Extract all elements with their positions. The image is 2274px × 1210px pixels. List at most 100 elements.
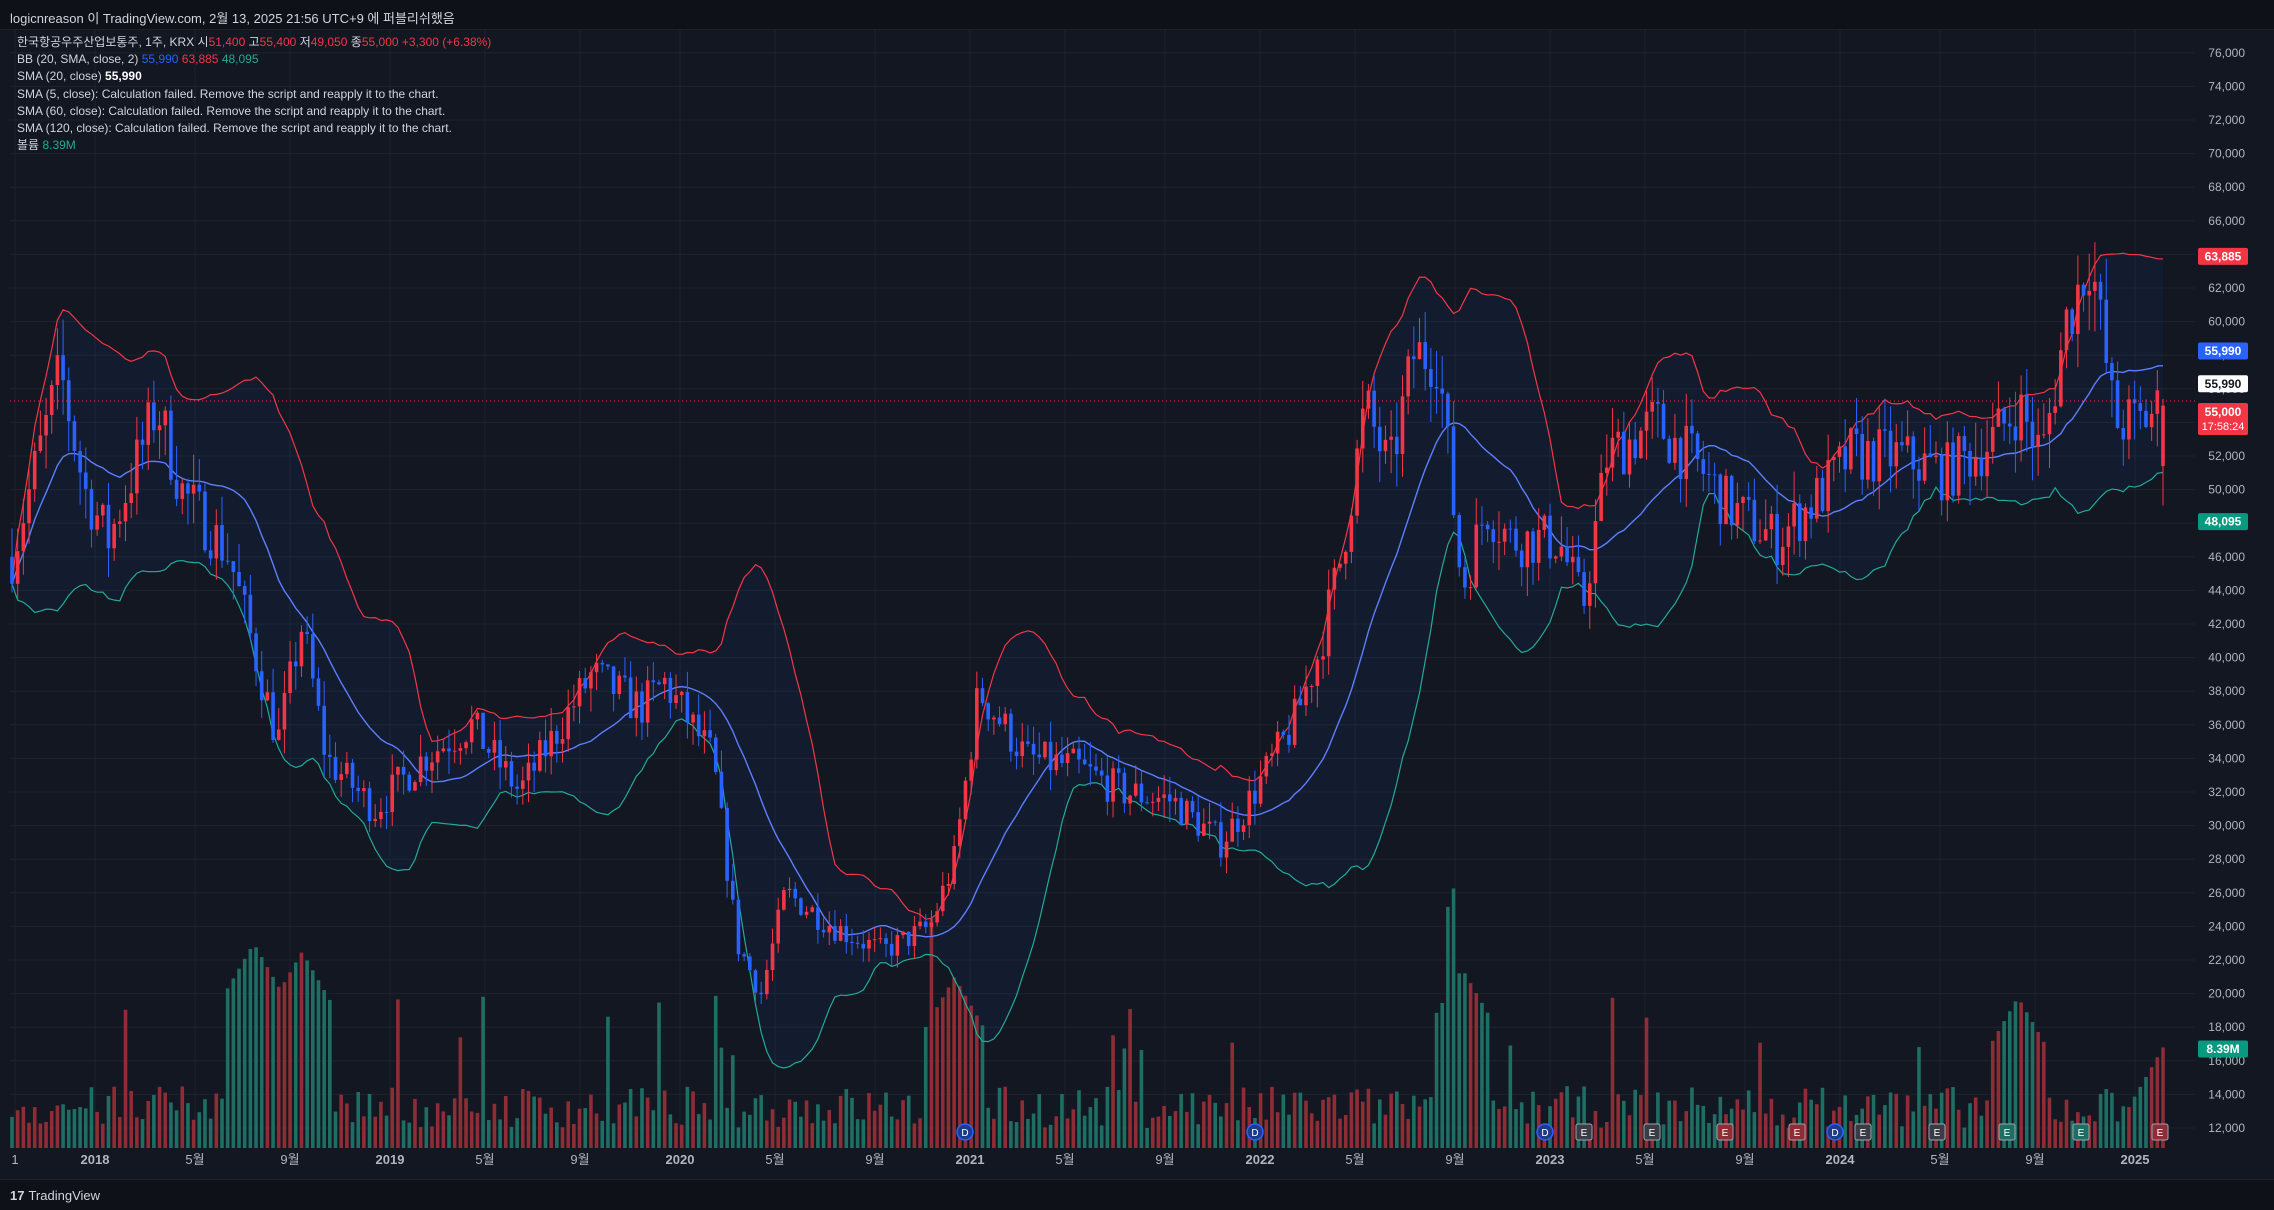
candle-body <box>645 680 650 723</box>
volume-bar <box>975 1015 979 1148</box>
candle-body <box>1758 540 1762 542</box>
candle-body <box>1548 515 1552 559</box>
candle-body <box>1673 437 1677 463</box>
candle-body <box>1122 772 1127 804</box>
sma20-label[interactable]: SMA (20, close) <box>17 69 102 84</box>
candle-body <box>1622 431 1626 475</box>
candle-body <box>316 678 321 706</box>
volume-bar <box>1037 1094 1042 1148</box>
volume-bar <box>356 1091 361 1148</box>
volume-label[interactable]: 볼륨 <box>17 138 40 153</box>
candle-body <box>821 929 826 933</box>
candle-body <box>44 414 48 436</box>
candle-body <box>2024 394 2029 422</box>
candle-body <box>1536 529 1541 563</box>
volume-bar <box>1871 1094 1876 1148</box>
candle-body <box>1883 429 1887 431</box>
volume-bar <box>220 1098 224 1148</box>
volume-bar <box>1236 1120 1240 1148</box>
event-label: D <box>1541 1128 1548 1139</box>
symbol-row[interactable]: 한국항공우주산업보통주, 1주, KRX 시51,400 고55,400 저49… <box>17 34 491 51</box>
earnings-marker <box>1788 1123 1806 1141</box>
candle-body <box>799 898 803 915</box>
candle-body <box>367 788 372 822</box>
volume-bar <box>889 1116 894 1148</box>
candle-body <box>793 888 798 899</box>
volume-bar <box>1377 1099 1382 1148</box>
candle-body <box>2144 410 2148 428</box>
event-label: D <box>961 1128 968 1139</box>
volume-row[interactable]: 볼륨 8.39M <box>17 137 491 154</box>
tag-bb-lower-text: 48,095 <box>2205 515 2242 529</box>
candle-body <box>628 677 633 719</box>
candle-body <box>1797 503 1802 542</box>
candle-body <box>702 730 707 737</box>
candle-body <box>1349 515 1354 552</box>
tradingview-logo[interactable]: 17 TradingView <box>10 1188 100 1203</box>
candle-body <box>1281 731 1286 735</box>
chart-legend: 한국항공우주산업보통주, 1주, KRX 시51,400 고55,400 저49… <box>17 34 491 154</box>
candle-body <box>2121 427 2126 440</box>
volume-bar <box>469 1111 474 1148</box>
volume-bar <box>509 1126 514 1148</box>
volume-bar <box>1525 1123 1530 1148</box>
volume-bar <box>1048 1124 1053 1148</box>
candle-body <box>1843 446 1847 470</box>
candle-body <box>674 695 678 703</box>
volume-bar <box>1287 1114 1291 1148</box>
volume-bar <box>1360 1101 1365 1148</box>
symbol-name[interactable]: 한국항공우주산업보통주, 1주, KRX <box>17 35 195 49</box>
candle-body <box>742 954 746 957</box>
volume-bar <box>515 1118 519 1148</box>
sma120-error[interactable]: SMA (120, close): Calculation failed. Re… <box>17 121 452 136</box>
candle-body <box>884 938 888 944</box>
candle-body <box>1343 551 1348 564</box>
volume-bar <box>83 1108 88 1148</box>
candle-body <box>32 450 37 490</box>
bb-row[interactable]: BB (20, SMA, close, 2) 55,990 63,885 48,… <box>17 51 491 68</box>
sma5-error[interactable]: SMA (5, close): Calculation failed. Remo… <box>17 86 439 101</box>
volume-bar <box>691 1091 695 1148</box>
candle-body <box>1009 713 1013 752</box>
volume-bar <box>237 968 241 1148</box>
volume-bar <box>1917 1047 1921 1148</box>
volume-bar <box>1973 1097 1978 1148</box>
volume-bar <box>1406 1119 1410 1148</box>
sma60-error[interactable]: SMA (60, close): Calculation failed. Rem… <box>17 103 446 118</box>
volume-bar <box>1508 1045 1513 1148</box>
price-tick: 68,000 <box>2208 180 2245 194</box>
candle-body <box>889 943 894 956</box>
candle-body <box>390 774 395 813</box>
candle-body <box>140 439 145 445</box>
volume-bar <box>112 1086 116 1148</box>
candle-body <box>634 691 639 719</box>
candle-body <box>1735 502 1740 526</box>
volume-bar <box>1593 1110 1598 1148</box>
volume-bar <box>566 1101 570 1148</box>
volume-bar <box>1338 1118 1342 1148</box>
volume-bar <box>532 1096 536 1148</box>
candle-body <box>174 479 179 499</box>
volume-bar <box>407 1122 412 1148</box>
time-tick: 9월 <box>1445 1152 1464 1167</box>
event-label: D <box>1831 1128 1838 1139</box>
candle-body <box>1236 818 1240 832</box>
volume-bar <box>72 1108 77 1148</box>
volume-bar <box>1298 1092 1303 1148</box>
volume-bar <box>1043 1127 1047 1148</box>
volume-bar <box>1309 1113 1314 1148</box>
candle-body <box>1065 753 1070 764</box>
candle-body <box>1990 426 1995 452</box>
candle-body <box>2115 380 2120 428</box>
sma20-row[interactable]: SMA (20, close) 55,990 <box>17 68 491 85</box>
candle-body <box>2042 434 2046 436</box>
volume-bar <box>986 1107 990 1148</box>
candle-body <box>1809 507 1813 519</box>
volume-bar <box>895 1119 900 1148</box>
bb-label[interactable]: BB (20, SMA, close, 2) <box>17 52 139 67</box>
candle-body <box>526 762 531 781</box>
candle-body <box>1156 797 1161 802</box>
candle-body <box>1309 685 1314 687</box>
volume-bar <box>1849 1120 1853 1148</box>
